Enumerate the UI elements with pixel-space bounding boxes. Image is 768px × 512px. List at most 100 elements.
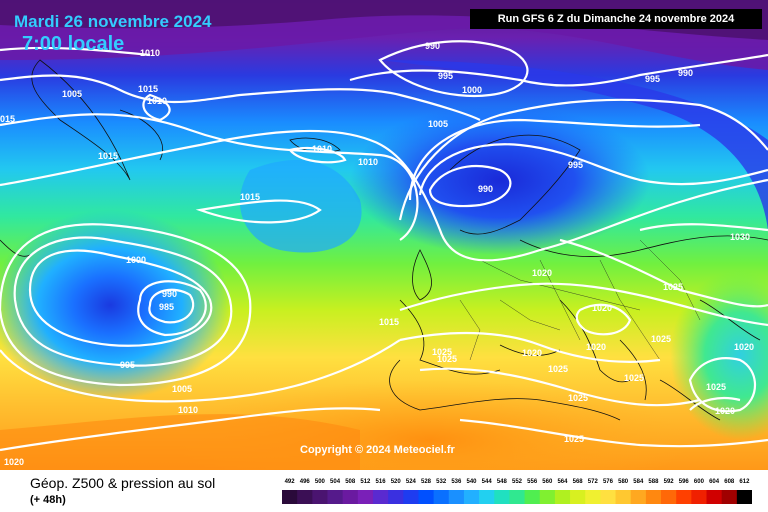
legend-panel: Géop. Z500 & pression au sol (+ 48h) 492… [0, 470, 768, 512]
country-borders [459, 239, 701, 361]
color-scale-swatch [327, 490, 344, 504]
color-scale-label: 544 [481, 479, 492, 485]
weather-map: 1010 1005 1010 1015 015 1015 1010 1010 1… [0, 0, 768, 470]
isobar-label: 1000 [126, 255, 146, 265]
isobar-label: 1020 [4, 457, 24, 467]
color-scale-label: 604 [709, 479, 720, 485]
color-scale-label: 592 [663, 479, 674, 485]
color-scale-label: 588 [648, 479, 659, 485]
color-scale-label: 608 [724, 479, 735, 485]
isobar-label: 1020 [734, 342, 754, 352]
isobar-label: 990 [478, 184, 493, 194]
isobar-label: 1015 [240, 192, 260, 202]
isobar-label: 1020 [522, 348, 542, 358]
color-scale-swatch [448, 490, 465, 504]
color-scale-swatch [403, 490, 419, 504]
copyright-notice: Copyright © 2024 Meteociel.fr [300, 444, 455, 456]
legend-subtitle: (+ 48h) [30, 494, 66, 506]
color-scale-swatch [463, 490, 480, 504]
color-scale-swatch [645, 490, 662, 504]
isobar-label: 990 [162, 289, 177, 299]
color-scale-swatch [630, 490, 647, 504]
color-scale-label: 600 [693, 479, 704, 485]
isobar-label: 1005 [428, 119, 448, 129]
color-scale-swatch [509, 490, 526, 504]
color-scale-label: 556 [527, 479, 538, 485]
isobar-label: 1010 [358, 157, 378, 167]
isobar-label: 1000 [462, 85, 482, 95]
color-scale-label: 528 [421, 479, 432, 485]
color-scale-label: 520 [390, 479, 401, 485]
color-scale-swatch [524, 490, 541, 504]
color-scale-swatch [539, 490, 556, 504]
isobar-label: 995 [438, 71, 453, 81]
southwest-orange [0, 414, 360, 470]
isobar-label: 1015 [379, 317, 399, 327]
color-scale-swatch [342, 490, 359, 504]
isobar-label: 1025 [663, 282, 683, 292]
color-scale-label: 504 [330, 479, 341, 485]
color-scale-label: 500 [314, 479, 325, 485]
color-scale-label: 532 [436, 479, 447, 485]
isobar-label: 1005 [62, 89, 82, 99]
color-scale-label: 584 [633, 479, 644, 485]
isobar-label: 1025 [568, 393, 588, 403]
color-scale-label: 540 [466, 479, 477, 485]
color-scale-label: 512 [360, 479, 371, 485]
isobar-label: 1020 [715, 406, 735, 416]
color-scale-label: 552 [511, 479, 523, 485]
color-scale-label: 572 [587, 479, 598, 485]
forecast-time: 7:00 locale [22, 33, 125, 55]
color-scale-swatch [554, 490, 571, 504]
color-scale-label: 612 [739, 479, 750, 485]
isobar-label: 1025 [548, 364, 568, 374]
isobar-label: 1010 [147, 96, 167, 106]
color-scale-label: 580 [618, 479, 629, 485]
isobar-label: 990 [678, 68, 693, 78]
isobar-label: 1025 [624, 373, 644, 383]
color-scale-swatch [433, 490, 450, 504]
forecast-date: Mardi 26 novembre 2024 [14, 12, 212, 31]
color-scale-swatch [418, 490, 435, 504]
color-scale-bar [282, 490, 752, 504]
coastlines [0, 59, 768, 421]
color-scale-swatch [357, 490, 374, 504]
color-scale-swatch [282, 490, 298, 504]
color-scale-label: 508 [345, 479, 356, 485]
model-run-label: Run GFS 6 Z du Dimanche 24 novembre 2024 [470, 9, 762, 29]
color-scale-label: 560 [542, 479, 553, 485]
isobar-labels: 1010 1005 1010 1015 015 1015 1010 1010 1… [0, 41, 754, 467]
isobar-label: 995 [568, 160, 583, 170]
color-scale-swatch [600, 490, 617, 504]
color-scale-label: 496 [299, 479, 310, 485]
color-scale-label: 492 [284, 479, 295, 485]
isobar-label: 015 [0, 114, 15, 124]
isobar-label: 995 [120, 360, 135, 370]
isobar-label: 1010 [140, 48, 160, 58]
color-scale-label: 564 [557, 479, 568, 485]
color-scale-labels: 492 496 500 504 508 512 516 520 524 528 532 536 540 5… [282, 479, 752, 489]
color-scale-label: 548 [496, 479, 507, 485]
scandinavian-low-shading [350, 105, 650, 255]
color-scale-swatch [615, 490, 632, 504]
isobar-label: 1020 [592, 303, 612, 313]
color-scale-swatch [736, 490, 752, 504]
isobar-label: 1005 [172, 384, 192, 394]
isobar-label: 1025 [432, 347, 452, 357]
color-scale-label: 568 [572, 479, 583, 485]
color-scale-swatch [721, 490, 738, 504]
isobar-label: 1015 [138, 84, 158, 94]
color-scale-swatch [570, 490, 586, 504]
color-scale-swatch [372, 490, 389, 504]
cyan-tongue [240, 160, 362, 253]
isobar-label: 1025 [437, 354, 457, 364]
isobar-label: 1010 [178, 405, 198, 415]
color-scale-swatch [661, 490, 677, 504]
isobar-lines [0, 40, 768, 452]
color-scale-label: 536 [451, 479, 462, 485]
color-scale-label: 524 [405, 479, 416, 485]
color-scale-swatch [691, 490, 708, 504]
color-scale-swatch [494, 490, 510, 504]
isobar-label: 1025 [564, 434, 584, 444]
color-scale-swatch [312, 490, 328, 504]
